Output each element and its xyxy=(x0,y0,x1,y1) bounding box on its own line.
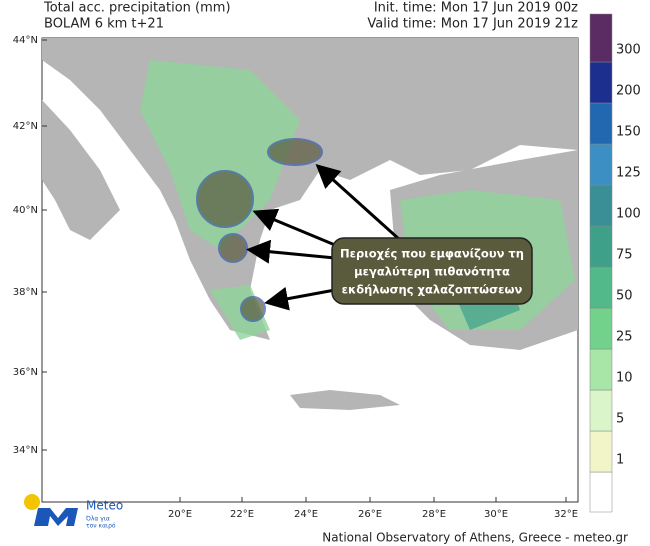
colorbar-band xyxy=(589,184,613,227)
colorbar-band xyxy=(589,13,613,63)
lat-label: 42°N xyxy=(13,121,38,132)
init-time: Init. time: Mon 17 Jun 2019 00z xyxy=(374,1,578,16)
footer: National Observatory of Athens, Greece -… xyxy=(322,531,628,545)
valid-time: Valid time: Mon 17 Jun 2019 21z xyxy=(367,17,578,32)
callout-box xyxy=(331,237,533,305)
callout-text: εκδήλωσης χαλαζοπτώσεων xyxy=(342,283,523,297)
colorbar-label: 10 xyxy=(616,371,633,386)
colorbar-band xyxy=(589,389,613,432)
land-crete xyxy=(290,390,400,410)
hail-area xyxy=(267,138,323,166)
colorbar-label: 25 xyxy=(616,330,633,345)
lon-label: 32°E xyxy=(554,509,578,520)
lon-label: 28°E xyxy=(422,509,446,520)
logo-tagline: Όλα για xyxy=(85,516,110,523)
colorbar-band xyxy=(589,61,613,104)
land-italy xyxy=(42,100,120,240)
lat-label: 40°N xyxy=(13,205,38,216)
lon-label: 30°E xyxy=(484,509,508,520)
lat-label: 44°N xyxy=(13,35,38,46)
lon-label: 24°E xyxy=(294,509,318,520)
lon-label: 22°E xyxy=(230,509,254,520)
colorbar-band xyxy=(589,471,613,513)
lat-label: 34°N xyxy=(13,445,38,456)
logo: Meteo Όλα για τον καιρό xyxy=(24,494,123,530)
colorbar-label: 1 xyxy=(616,453,624,468)
subtitle: BOLAM 6 km t+21 xyxy=(44,17,164,32)
hail-area xyxy=(196,170,254,228)
lon-label: 20°E xyxy=(168,509,192,520)
logo-tagline: τον καιρό xyxy=(86,523,116,530)
lat-label: 38°N xyxy=(13,287,38,298)
colorbar-label: 125 xyxy=(616,166,641,181)
rain-balkans xyxy=(140,60,300,250)
title: Total acc. precipitation (mm) xyxy=(43,1,231,16)
colorbar-label: 300 xyxy=(616,43,641,58)
hail-area xyxy=(240,296,266,322)
colorbar-band xyxy=(589,307,613,350)
colorbar-band xyxy=(589,430,613,473)
colorbar-label: 50 xyxy=(616,289,633,304)
colorbar-label: 100 xyxy=(616,207,641,222)
map: Περιοχές που εμφανίζουν τη μεγαλύτερη πι… xyxy=(41,37,579,503)
colorbar-band xyxy=(589,348,613,391)
callout-text: μεγαλύτερη πιθανότητα xyxy=(354,265,510,279)
lat-label: 36°N xyxy=(13,367,38,378)
colorbar-label: 200 xyxy=(616,84,641,99)
colorbar-band xyxy=(589,266,613,309)
colorbar-label: 5 xyxy=(616,412,624,427)
callout-text: Περιοχές που εμφανίζουν τη xyxy=(340,247,524,261)
hail-area xyxy=(218,233,248,263)
colorbar-label: 75 xyxy=(616,248,633,263)
colorbar-band xyxy=(589,143,613,186)
colorbar-band xyxy=(589,102,613,145)
arrows xyxy=(246,163,402,311)
lon-label: 26°E xyxy=(358,509,382,520)
colorbar-band xyxy=(589,225,613,268)
colorbar-label: 150 xyxy=(616,125,641,140)
logo-name: Meteo xyxy=(86,499,123,513)
